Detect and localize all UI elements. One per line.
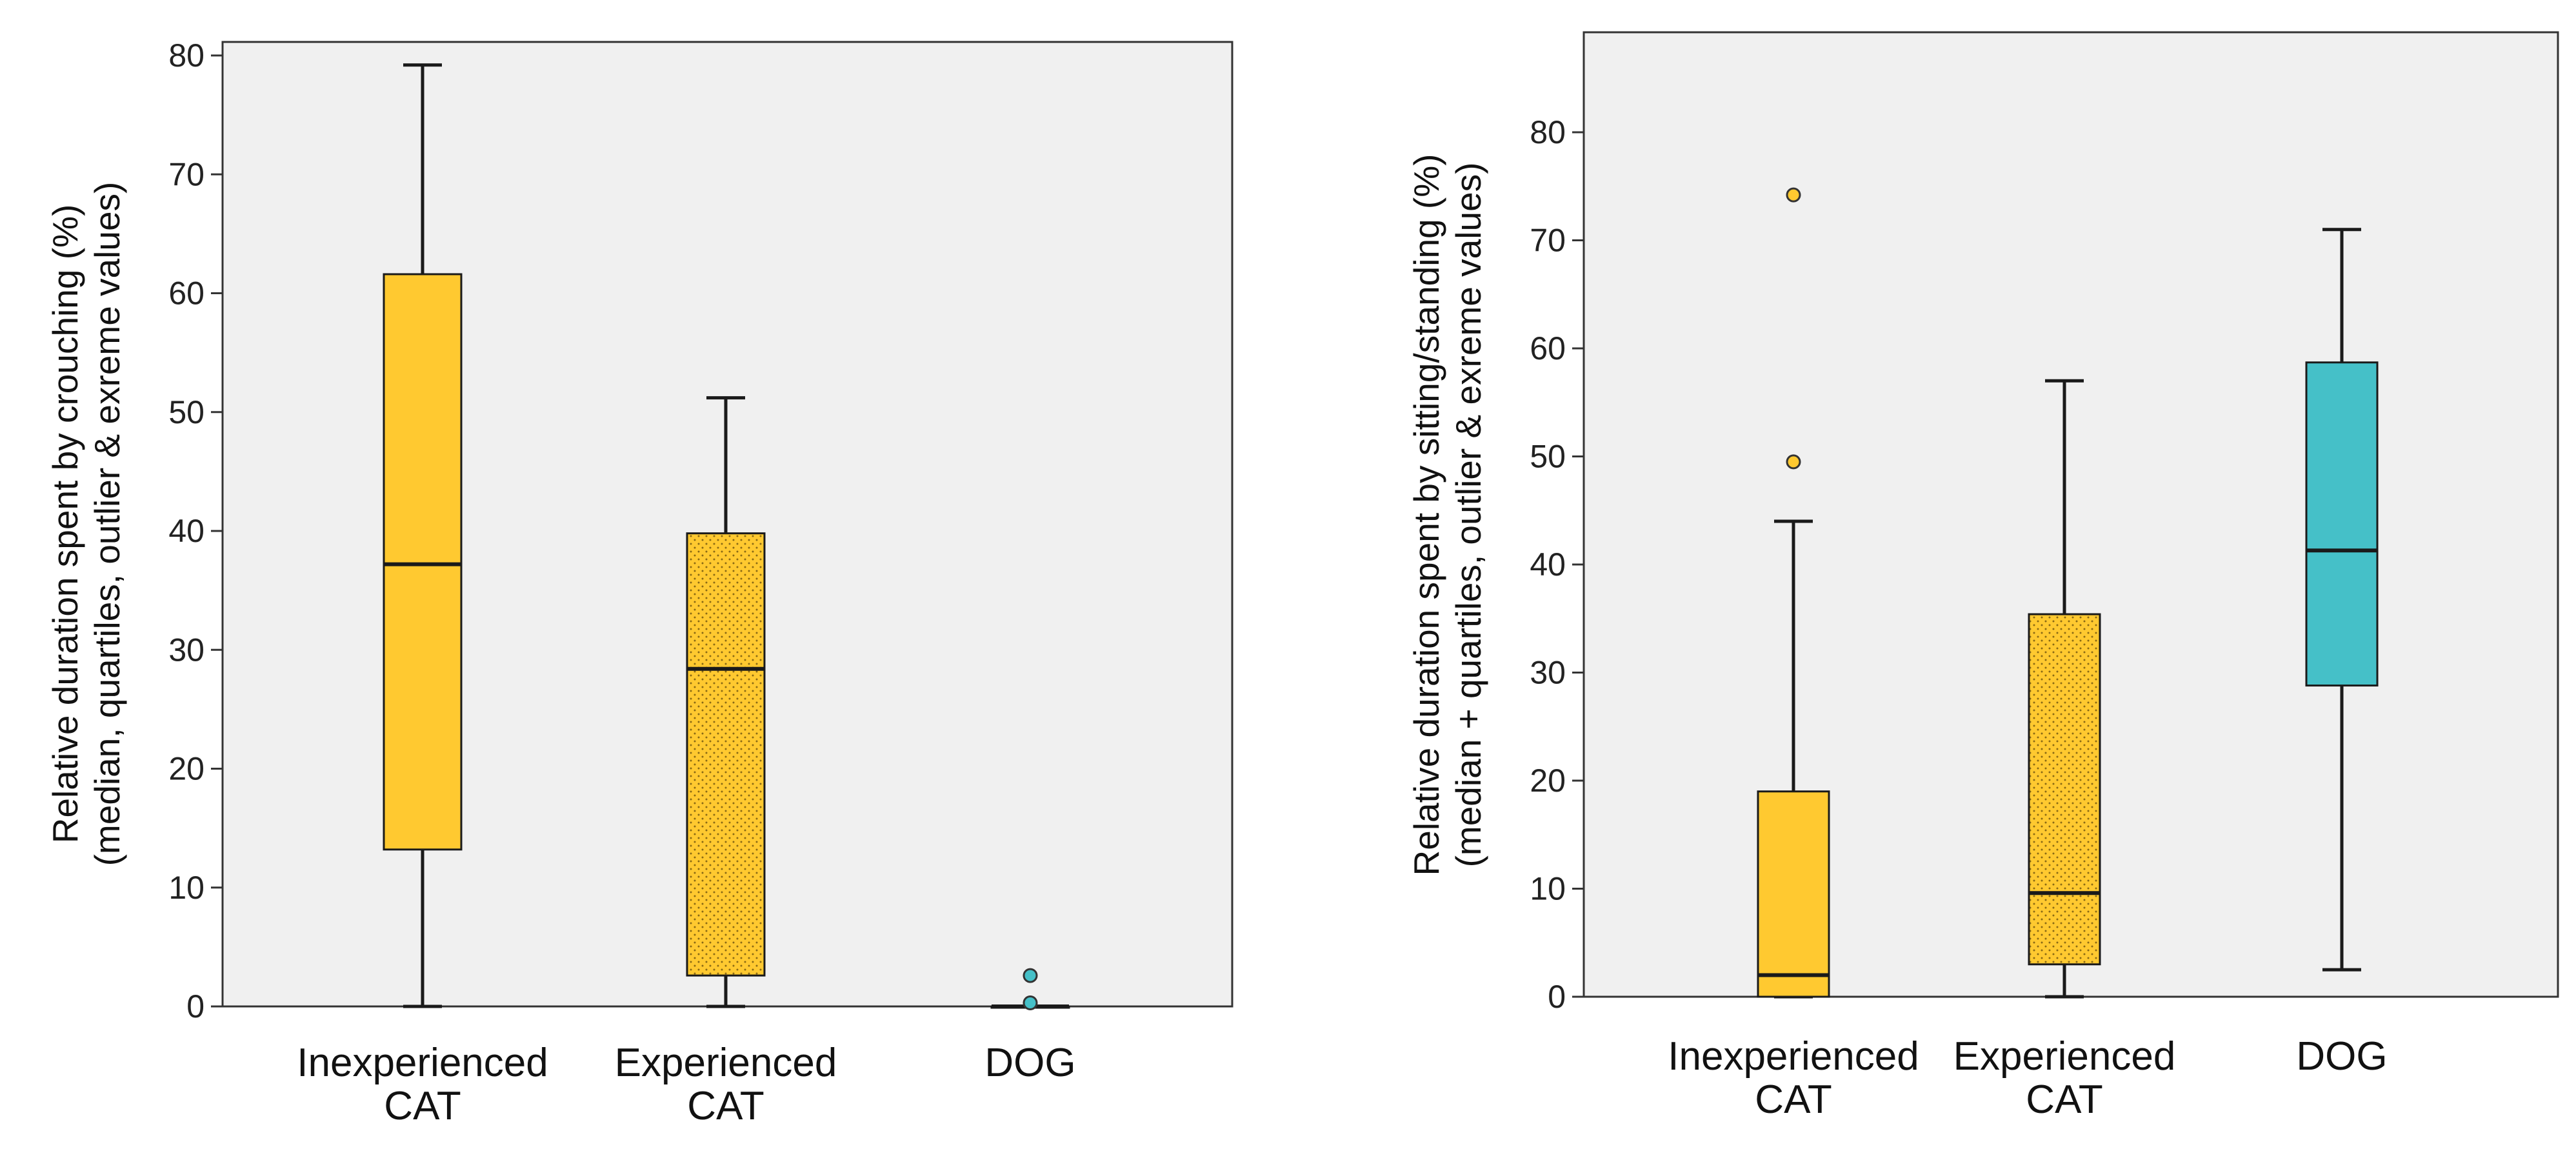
right-cat-label-1-line1: Inexperienced — [1668, 1034, 1919, 1079]
left-y-tick-label: 40 — [168, 513, 205, 549]
right-y-tick-label: 30 — [1530, 655, 1566, 691]
right-y-axis-title-line2: (median + quartiles, outlier & exreme va… — [1448, 163, 1488, 868]
left-cat-label-1-line1: Inexperienced — [297, 1041, 548, 1085]
left-y-tick-label: 50 — [168, 394, 205, 430]
right-y-tick-label: 60 — [1530, 330, 1566, 366]
right-y-ticks: 0 10 20 30 40 50 60 70 80 — [1530, 114, 1584, 1015]
left-y-axis-title-line1: Relative duration spent by crouching (%) — [45, 205, 85, 844]
right-box-1 — [1757, 187, 1830, 999]
iqr-box — [2305, 361, 2379, 687]
iqr-box — [383, 273, 463, 851]
left-box-1 — [383, 63, 463, 1008]
left-box-3 — [990, 968, 1070, 1010]
left-cat-label-1-line2: CAT — [384, 1084, 461, 1128]
right-cat-label-1-line2: CAT — [1755, 1077, 1832, 1122]
left-y-tick-label: 0 — [186, 988, 205, 1024]
right-y-tick-label: 80 — [1530, 114, 1566, 150]
right-cat-label-3-line1: DOG — [2296, 1034, 2387, 1079]
left-cat-label-2-line1: Experienced — [615, 1041, 837, 1085]
right-box-2 — [2028, 379, 2101, 999]
right-chart-panel: 0 10 20 30 40 50 60 70 80 Inexperienced CAT Expe… — [1406, 31, 2559, 1122]
right-y-tick-label: 20 — [1530, 763, 1566, 799]
left-y-tick-label: 80 — [168, 37, 205, 74]
left-cat-label-2-line2: CAT — [687, 1084, 764, 1128]
right-y-axis-title-line1: Relative duration spent by sitting/stand… — [1406, 154, 1446, 876]
right-cat-label-2-line2: CAT — [2026, 1077, 2102, 1122]
left-y-tick-label: 10 — [168, 870, 205, 906]
iqr-box — [686, 532, 766, 977]
left-y-ticks: 0 10 20 30 40 50 60 70 80 — [168, 37, 223, 1024]
outlier-point — [1023, 995, 1038, 1010]
left-cat-label-3-line1: DOG — [984, 1041, 1075, 1085]
left-boxes — [383, 63, 1070, 1010]
right-y-tick-label: 50 — [1530, 439, 1566, 475]
left-chart-panel: 0 10 20 30 40 50 60 70 80 Inexperienced CAT Expe… — [45, 37, 1233, 1128]
iqr-box — [2028, 613, 2101, 966]
left-y-axis-title-line2: (median, quartiles, outlier & exreme val… — [87, 182, 127, 866]
left-y-tick-label: 20 — [168, 751, 205, 787]
right-boxes — [1757, 187, 2379, 999]
left-box-2 — [686, 396, 766, 1008]
right-y-tick-label: 40 — [1530, 546, 1566, 583]
outlier-point — [1786, 187, 1801, 203]
right-y-tick-label: 0 — [1548, 979, 1566, 1015]
outlier-point — [1023, 968, 1038, 983]
right-y-tick-label: 70 — [1530, 223, 1566, 259]
right-y-tick-label: 10 — [1530, 871, 1566, 907]
left-y-tick-label: 70 — [168, 156, 205, 192]
outlier-point — [1786, 454, 1801, 470]
left-y-tick-label: 30 — [168, 632, 205, 668]
right-cat-label-2-line1: Experienced — [1953, 1034, 2176, 1079]
right-box-3 — [2305, 228, 2379, 972]
left-y-tick-label: 60 — [168, 275, 205, 312]
iqr-box — [1757, 790, 1830, 998]
